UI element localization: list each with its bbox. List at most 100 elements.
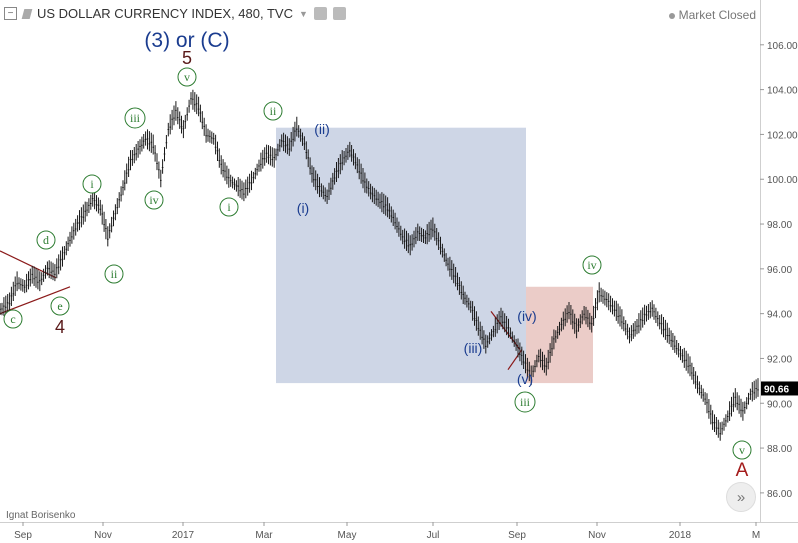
- wave-label-circle: [104, 264, 124, 284]
- wave-boxes: [276, 127, 593, 384]
- y-tick-label: 88.00: [767, 444, 792, 455]
- wave-label-blue: (i): [297, 200, 309, 216]
- chart-title: US DOLLAR CURRENCY INDEX, 480, TVC: [37, 6, 293, 21]
- wave-label-text: i: [90, 177, 94, 191]
- wave-label-circle: [514, 391, 536, 413]
- gear-icon[interactable]: [313, 7, 327, 20]
- wave-label-text: iii: [520, 395, 531, 409]
- wave-label-text: (v): [517, 371, 533, 387]
- impulse-wave-box: [276, 127, 526, 384]
- wave-label-circle-green: i: [219, 197, 239, 217]
- wave-label-text: d: [43, 233, 49, 247]
- wave-label-circle-green: iii: [514, 391, 536, 413]
- wave-label-text: (i): [297, 200, 309, 216]
- last-price-label: 90.66: [764, 384, 789, 395]
- y-tick-label: 100.00: [767, 175, 798, 186]
- chevron-down-icon[interactable]: ▼: [298, 8, 308, 19]
- wave-label-text: iv: [587, 258, 596, 272]
- triangle-lower-trendline: [0, 286, 71, 315]
- y-tick-label: 94.00: [767, 310, 792, 321]
- wave-label-circle: [144, 190, 164, 210]
- wave-label-circle-green: v: [732, 440, 752, 460]
- wave-label-dark-large: 4: [55, 317, 65, 337]
- x-tick-label: Sep: [508, 530, 526, 541]
- last-price-tag: [761, 381, 798, 396]
- wave-label-dark-large: 5: [182, 48, 192, 68]
- wave-label-blue: (ii): [314, 121, 330, 137]
- wave-label-text: v: [739, 443, 745, 457]
- flag-icon: [21, 8, 33, 19]
- market-status: Market Closed: [668, 8, 756, 22]
- wave-label-text: iii: [130, 111, 141, 125]
- author-name: Ignat Borisenko: [6, 510, 76, 521]
- x-tick-label: M: [752, 530, 760, 541]
- wave-label-text: 5: [182, 48, 192, 68]
- x-tick-label: Mar: [255, 530, 273, 541]
- x-tick-label: May: [338, 530, 357, 541]
- wave-label-blue-large: (3) or (C): [144, 29, 229, 52]
- y-tick-label: 102.00: [767, 130, 798, 141]
- wave-label-circle-green: iv: [582, 255, 602, 275]
- y-axis: 86.00 88.00 90.00 92.00 94.00 96.00 98.00 100.0…: [760, 41, 798, 500]
- x-tick-label: Nov: [588, 530, 606, 541]
- wave-label-text: c: [10, 312, 15, 326]
- y-tick-label: 92.00: [767, 354, 792, 365]
- y-tick-label: 106.00: [767, 41, 798, 52]
- wave-label-text: 4: [55, 317, 65, 337]
- wave-label-circle-green: v: [177, 67, 197, 87]
- y-tick-label: 86.00: [767, 489, 792, 500]
- wave-label-circle-green: iv: [144, 190, 164, 210]
- x-tick-label: Nov: [94, 530, 112, 541]
- x-axis: Sep Nov 2017 Mar May Jul Sep Nov 2018 M: [14, 522, 760, 541]
- wave-label-text: A: [736, 460, 749, 481]
- wave-label-circle-green: iii: [124, 107, 146, 129]
- chart-grid: [0, 0, 798, 523]
- wave-label-circle: [177, 67, 197, 87]
- scroll-to-latest-button[interactable]: »: [726, 482, 756, 512]
- wave-label-text: e: [57, 299, 62, 313]
- wave-label-circle-green: ii: [263, 101, 283, 121]
- diagonal-upper-trendline: [490, 311, 521, 350]
- triangle-upper-trendline: [0, 250, 57, 279]
- wave-label-text: iv: [149, 193, 158, 207]
- wave-label-blue: (iii): [464, 340, 483, 356]
- wave-label-text: i: [227, 200, 231, 214]
- wave-label-circle-green: d: [36, 230, 56, 250]
- wave-label-circle: [36, 230, 56, 250]
- minus-square-icon[interactable]: −: [4, 7, 17, 20]
- wave-label-circle: [263, 101, 283, 121]
- wave-label-text: (iv): [517, 308, 536, 324]
- wave-label-circle: [732, 440, 752, 460]
- x-tick-label: 2017: [172, 530, 195, 541]
- wave-label-circle: [3, 309, 23, 329]
- wave-label-text: (iii): [464, 340, 483, 356]
- y-tick-label: 98.00: [767, 220, 792, 231]
- market-status-text: Market Closed: [678, 8, 756, 22]
- wave-label-text: v: [184, 70, 190, 84]
- wave-label-circle-green: i: [82, 174, 102, 194]
- wave-label-circle: [50, 296, 70, 316]
- wave-label-circle-green: e: [50, 296, 70, 316]
- wave-label-circle: [219, 197, 239, 217]
- price-series: [0, 89, 759, 441]
- wave-annotations: (3) or (C)54Acdeiiiiiiivviiiiiiivv(i)(ii…: [3, 29, 752, 481]
- wave-label-text: ii: [111, 267, 118, 281]
- wave-label-circle: [124, 107, 146, 129]
- source-icon[interactable]: [332, 7, 346, 20]
- x-tick-label: Sep: [14, 530, 32, 541]
- wave-label-text: (ii): [314, 121, 330, 137]
- wave-label-circle: [582, 255, 602, 275]
- wave-label-text: (3) or (C): [144, 29, 229, 52]
- wave-label-text: ii: [270, 104, 277, 118]
- x-tick-label: Jul: [427, 530, 440, 541]
- status-dot-icon: [668, 12, 675, 19]
- y-tick-label: 96.00: [767, 265, 792, 276]
- x-tick-label: 2018: [669, 530, 692, 541]
- wave-label-blue: (iv): [517, 308, 536, 324]
- wave-label-circle-green: ii: [104, 264, 124, 284]
- wave-label-circle-green: c: [3, 309, 23, 329]
- wave-label-circle: [82, 174, 102, 194]
- chart-header: − US DOLLAR CURRENCY INDEX, 480, TVC ▼: [4, 6, 346, 21]
- wave-label-red-large: A: [736, 460, 749, 481]
